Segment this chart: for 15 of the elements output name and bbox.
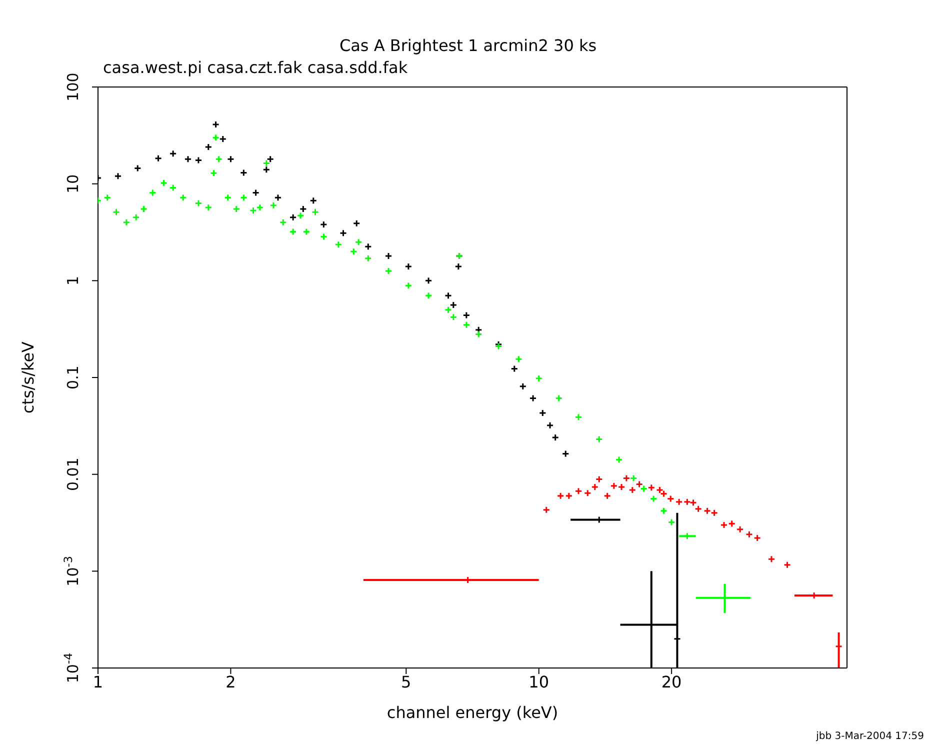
x-tick-label: 1 bbox=[92, 672, 104, 692]
y-tick-label: 100 bbox=[64, 72, 82, 102]
chart-subtitle: casa.west.pi casa.czt.fak casa.sdd.fak bbox=[103, 58, 408, 77]
y-axis-title: cts/s/keV bbox=[18, 341, 38, 414]
x-tick-label: 10 bbox=[528, 672, 550, 692]
y-tick-label: 0.01 bbox=[64, 458, 82, 492]
y-tick-label: 1 bbox=[64, 276, 82, 286]
chart-title: Cas A Brightest 1 arcmin2 30 ks bbox=[338, 36, 598, 55]
x-tick-label: 20 bbox=[661, 672, 682, 692]
text: jbb 3-Mar-2004 17:59 bbox=[816, 731, 924, 742]
y-tick-label: 10 bbox=[64, 174, 82, 194]
x-tick-label: 5 bbox=[401, 672, 412, 692]
y-tick-label: 0.1 bbox=[64, 366, 82, 390]
x-tick-label: 2 bbox=[226, 672, 236, 692]
x-axis-title: channel energy (keV) bbox=[386, 703, 558, 722]
